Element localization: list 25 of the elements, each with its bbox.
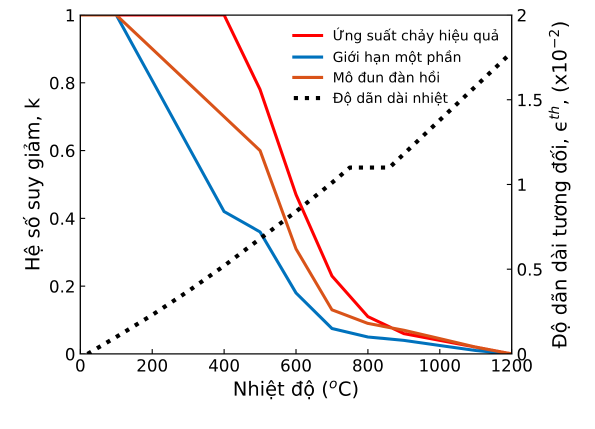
legend-label: Ứng suất chảy hiệu quả [334, 28, 498, 44]
y-tick-label: 0.6 [50, 144, 74, 158]
x-tick-label: 800 [353, 359, 383, 372]
y2-tick-label: 1 [518, 178, 526, 191]
x-axis-title: Nhiệt độ ($^{o}$C) [234, 380, 358, 400]
y-tick-label: 0 [66, 348, 74, 360]
x-tick-label: 200 [138, 359, 168, 372]
y-tick-label: 0.8 [50, 76, 74, 90]
y2-tick-label: 2 [518, 8, 526, 22]
y2-tick-label: 1.5 [518, 94, 542, 106]
x-tick-label: 1200 [492, 359, 532, 372]
y-axis-title: Hệ số suy giảm, k [22, 98, 44, 270]
legend-label: Giới hạn một phần [333, 50, 460, 65]
y-tick-label: 0.4 [50, 212, 75, 225]
x-tick-label: 400 [209, 359, 239, 372]
y2-axis-title: Độ dãn dài tương đối, ϵ$^{th}$, (x10$^{−2}$) [548, 22, 570, 348]
y-tick-label: 0.2 [50, 280, 74, 293]
y-tick-label: 1 [66, 9, 74, 22]
x-tick-label: 1000 [420, 359, 460, 372]
y2-tick-label: 0.5 [518, 263, 542, 276]
x-tick-label: 600 [281, 359, 311, 372]
x-tick-label: 0 [76, 359, 85, 372]
legend-label: Mô đun đàn hồi [334, 70, 439, 83]
legend-label: Độ dãn dài nhiệt [332, 92, 448, 106]
y2-tick-label: 0 [518, 348, 526, 360]
